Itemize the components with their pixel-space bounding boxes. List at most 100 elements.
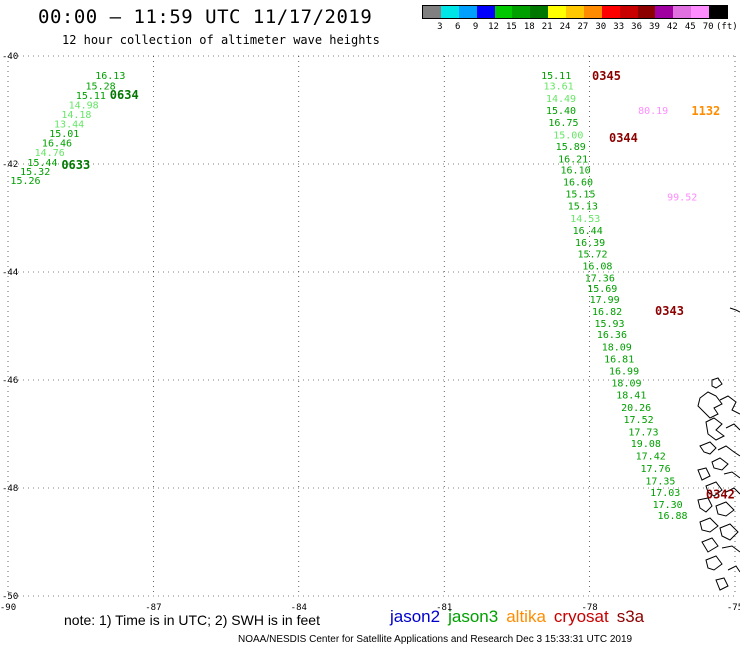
wave-height-value: 16.88 — [657, 511, 687, 522]
color-scale-label: 42 — [666, 22, 678, 32]
footer-note: note: 1) Time is in UTC; 2) SWH is in fe… — [64, 612, 320, 628]
satellite-legend-item: jason2 — [390, 607, 441, 626]
wave-height-value: 15.26 — [10, 176, 40, 187]
wave-height-value: 15.11 — [541, 71, 571, 82]
wave-height-value: 15.11 — [76, 91, 106, 102]
wave-height-value: 15.69 — [587, 284, 617, 295]
color-swatch — [494, 6, 513, 18]
wave-height-value: 16.81 — [604, 354, 634, 365]
wave-height-value: 15.89 — [556, 142, 586, 153]
satellite-legend-item: altika — [506, 607, 546, 626]
lon-tick-label: -78 — [581, 603, 597, 613]
color-swatch — [458, 6, 477, 18]
color-scale-label: 18 — [523, 22, 535, 32]
color-scale-label: 15 — [505, 22, 517, 32]
lat-tick-label: -42 — [2, 160, 18, 170]
lon-tick-label: -87 — [145, 603, 161, 613]
color-swatch — [655, 6, 674, 18]
wave-height-value: 13.44 — [54, 120, 84, 131]
wave-height-value: 14.53 — [570, 214, 600, 225]
wave-height-value: 15.32 — [20, 167, 50, 178]
wave-height-value: 16.39 — [575, 238, 605, 249]
pass-time-label: 0634 — [110, 88, 139, 102]
color-swatch — [691, 6, 709, 18]
color-swatch — [637, 6, 656, 18]
wave-height-value: 14.98 — [69, 101, 99, 112]
color-swatch — [440, 6, 459, 18]
lat-tick-label: -46 — [2, 376, 18, 386]
color-scale-label: 39 — [649, 22, 660, 32]
color-scale-label: 3 — [437, 22, 443, 32]
color-swatch — [583, 6, 602, 18]
wave-height-value: 15.40 — [546, 106, 576, 117]
color-scale-label: 33 — [613, 22, 625, 32]
color-scale-label: 12 — [488, 22, 499, 32]
wave-height-value: 17.35 — [645, 476, 675, 487]
altimeter-track-values: 16.1315.2815.1114.9814.1813.4415.0116.46… — [10, 69, 734, 522]
color-swatch — [601, 6, 620, 18]
wave-height-value: 16.46 — [42, 138, 72, 149]
color-swatch — [512, 6, 531, 18]
wave-height-value: 15.13 — [568, 202, 598, 213]
satellite-legend-item: jason3 — [448, 607, 499, 626]
color-scale-labels: 3 6 9 12 15 18 21 24 27 30 33 36 39 42 45 70 (ft) — [422, 22, 738, 34]
color-scale-legend: 3 6 9 12 15 18 21 24 27 30 33 36 39 42 45 70 (ft) — [422, 5, 738, 32]
wave-height-value: 16.99 — [609, 366, 639, 377]
wave-height-value: 17.42 — [636, 452, 666, 463]
color-scale-label: 36 — [631, 22, 642, 32]
wave-height-value: 16.82 — [592, 307, 622, 318]
wave-height-value: 18.41 — [616, 391, 646, 402]
wave-height-value: 17.36 — [585, 273, 615, 284]
wave-height-value: 18.09 — [602, 343, 632, 354]
wave-height-value: 20.26 — [621, 403, 651, 414]
lon-tick-label: -90 — [0, 603, 16, 613]
map-grid: -90 -87 -84 -81 -78 -75 -40 -42 -44 -46 -48 -50 — [0, 52, 740, 613]
color-scale-label: 45 — [684, 22, 696, 32]
wave-height-value: 16.08 — [582, 262, 612, 273]
color-scale-label: 21 — [541, 22, 553, 32]
color-scale-label: 30 — [595, 22, 607, 32]
wave-height-value: 17.73 — [628, 427, 658, 438]
wave-height-value: 17.30 — [653, 500, 683, 511]
pass-time-label: 0633 — [61, 158, 90, 172]
wave-height-value: 17.99 — [590, 295, 620, 306]
footer-credit: NOAA/NESDIS Center for Satellite Applica… — [238, 634, 633, 645]
color-swatch — [548, 6, 566, 18]
color-swatch — [566, 6, 584, 18]
wave-height-value: 16.21 — [558, 155, 588, 166]
color-swatch — [423, 6, 441, 18]
wave-height-value: 14.49 — [546, 94, 576, 105]
lat-tick-label: -50 — [2, 592, 18, 602]
lat-tick-label: -40 — [2, 52, 18, 62]
color-scale-label: 24 — [559, 22, 571, 32]
satellite-legend-item: s3a — [616, 607, 645, 626]
lat-tick-label: -44 — [2, 268, 18, 278]
color-swatch — [619, 6, 638, 18]
wave-height-value: 14.76 — [35, 148, 65, 159]
wave-height-value: 13.61 — [544, 82, 574, 93]
color-swatch — [476, 6, 495, 18]
satellite-legend-item: cryosat — [553, 607, 609, 626]
pass-time-label: 0342 — [706, 487, 735, 501]
coastline — [697, 307, 740, 591]
lon-tick-label: -84 — [291, 603, 307, 613]
page-title: 00:00 – 11:59 UTC 11/17/2019 — [38, 6, 373, 28]
wave-height-value: 16.60 — [563, 177, 593, 188]
pass-time-label: 0343 — [655, 304, 684, 318]
satellite-legend: jason2 jason3 altika cryosat s3a — [390, 607, 652, 627]
wave-height-value: 15.44 — [27, 158, 57, 169]
lon-tick-label: -75 — [727, 603, 740, 613]
wave-height-value: 17.03 — [650, 488, 680, 499]
color-scale-label: 9 — [472, 22, 479, 32]
wave-height-value: 16.75 — [548, 118, 578, 129]
wave-height-value: 15.01 — [49, 129, 79, 140]
lon-tick-label: -81 — [436, 603, 452, 613]
wave-height-value: 15.93 — [594, 319, 624, 330]
wave-height-value: 19.08 — [631, 439, 661, 450]
color-swatch — [709, 6, 727, 18]
wave-height-value: 18.09 — [611, 379, 641, 390]
pass-time-label: 0344 — [609, 131, 638, 145]
wave-height-value: 16.36 — [597, 330, 627, 341]
wave-height-value: 15.72 — [577, 250, 607, 261]
